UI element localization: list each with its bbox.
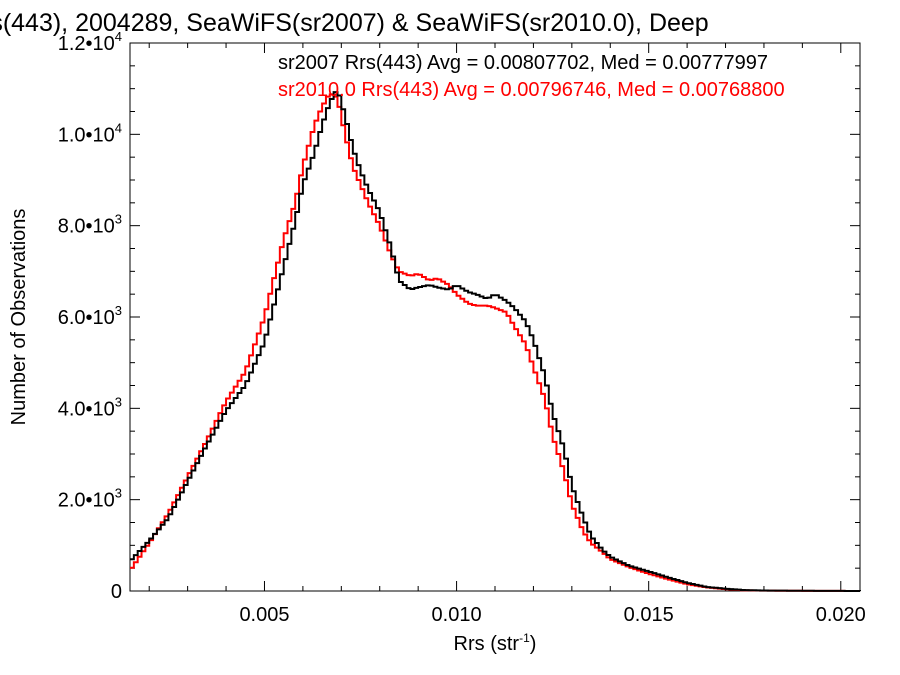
y-tick-label-text: 1.0•10 — [58, 124, 115, 146]
y-tick-label: 0 — [111, 581, 122, 603]
y-tick-label: 2.0•103 — [58, 486, 122, 512]
y-tick-label: 4.0•103 — [58, 394, 122, 420]
y-tick-label-exponent: 3 — [115, 303, 122, 318]
x-axis-label-close: ) — [530, 633, 537, 655]
y-tick-label: 1.0•104 — [58, 120, 122, 146]
y-tick-label-text: 0 — [111, 581, 122, 603]
x-tick-label: 0.010 — [432, 604, 482, 626]
y-axis-ticks: 02.0•1034.0•1036.0•1038.0•1031.0•1041.2•… — [58, 29, 860, 603]
y-axis-label: Number of Observations — [8, 209, 30, 426]
y-tick-label-text: 2.0•10 — [58, 490, 115, 512]
series-sr2010-line — [130, 93, 861, 592]
plot-frame — [129, 42, 861, 592]
y-tick-label-text: 4.0•10 — [58, 398, 115, 420]
x-tick-label: 0.020 — [816, 604, 866, 626]
x-axis-label-text: Rrs (str — [454, 633, 520, 655]
y-tick-label-text: 1.2•10 — [58, 33, 115, 55]
y-tick-label-exponent: 3 — [115, 212, 122, 227]
x-axis-label-superscript: -1 — [519, 631, 530, 645]
y-tick-label-text: 8.0•10 — [58, 216, 115, 238]
series-layer — [130, 91, 861, 592]
y-tick-label-exponent: 3 — [115, 394, 122, 409]
y-tick-label-text: 6.0•10 — [58, 307, 115, 329]
y-tick-label: 1.2•104 — [58, 29, 122, 55]
y-tick-label-exponent: 3 — [115, 486, 122, 501]
x-axis-label: Rrs (str-1) — [454, 631, 537, 655]
annotation-red: sr2010.0 Rrs(443) Avg = 0.00796746, Med … — [278, 79, 785, 101]
annotation-black: sr2007 Rrs(443) Avg = 0.00807702, Med = … — [278, 52, 768, 74]
x-axis-ticks: 0.005 0.010 0.015 0.020 — [148, 43, 866, 626]
series-sr2007-line — [130, 91, 861, 592]
y-tick-label-exponent: 4 — [115, 120, 122, 135]
y-tick-label-exponent: 4 — [115, 29, 122, 44]
x-tick-label: 0.005 — [239, 604, 289, 626]
chart-title: rs(443), 2004289, SeaWiFS(sr2007) & SeaW… — [0, 9, 709, 37]
y-tick-label: 6.0•103 — [58, 303, 122, 329]
x-tick-label: 0.015 — [624, 604, 674, 626]
y-tick-label: 8.0•103 — [58, 212, 122, 238]
